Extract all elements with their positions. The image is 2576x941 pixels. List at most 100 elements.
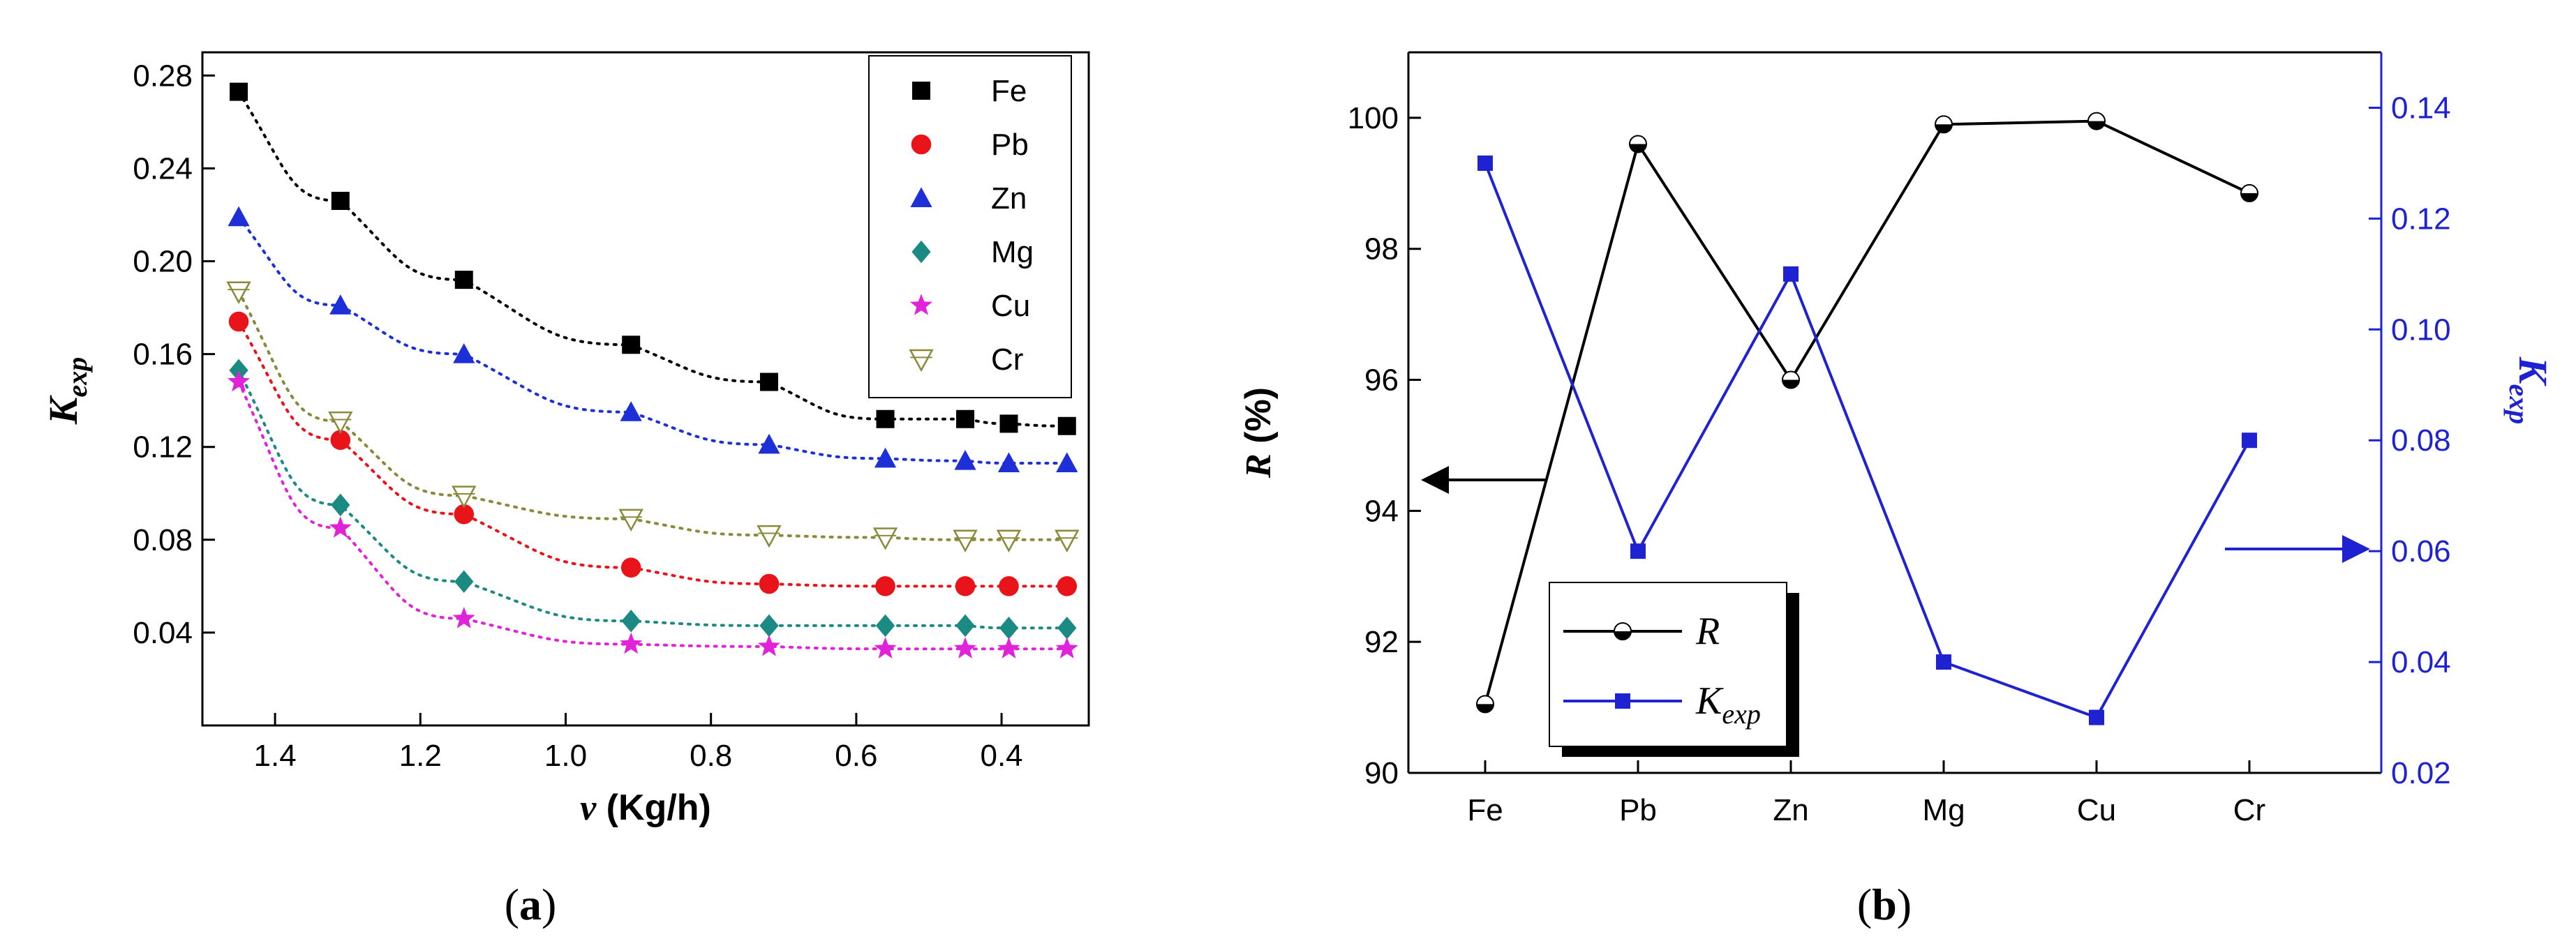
chart-a-point-fe (454, 271, 473, 289)
chart-b-legend-box (1549, 582, 1787, 747)
chart-b-markers (1476, 112, 2258, 725)
chart-a-point-pb (999, 576, 1019, 596)
chart-a-point-zn (329, 294, 352, 315)
chart-b-xtick-label: Zn (1773, 793, 1808, 827)
chart-b-caption-letter: b (1872, 880, 1897, 929)
chart-a-point-cu (452, 607, 475, 628)
chart-b-legend-label-r: R (1695, 610, 1720, 653)
chart-b-xtick-label: Cr (2233, 793, 2265, 827)
chart-a-caption-letter: a (519, 880, 542, 929)
chart-a-point-zn (954, 450, 976, 470)
chart-a-legend-marker-mg (911, 240, 931, 264)
chart-b-ytick-left-label: 100 (1348, 101, 1399, 135)
chart-a-plot-frame (201, 51, 1090, 727)
chart-a-point-zn (874, 447, 897, 468)
chart-b-point-kexp (1783, 266, 1799, 282)
chart-b-ytick-left-label: 92 (1364, 625, 1399, 659)
chart-a-point-pb (875, 576, 895, 596)
chart-a-point-cr (872, 527, 898, 550)
chart-a-point-pb (330, 430, 351, 451)
chart-a-ylabel: Kexp (40, 357, 93, 425)
chart-a-point-cr (226, 281, 251, 304)
chart-a-point-mg (454, 570, 474, 593)
chart-a-fit-cr (237, 289, 1069, 541)
chart-b-caption-open: ( (1857, 880, 1872, 929)
chart-a-point-zn (228, 206, 250, 227)
chart-a-point-cr (452, 485, 477, 509)
chart-a-xtick-label: 1.4 (254, 739, 297, 773)
chart-b-legend-marker-r (1614, 622, 1632, 640)
chart-b-point-kexp (2089, 709, 2104, 725)
chart-b-ytick-right-label: 0.12 (2391, 202, 2451, 236)
chart-b-legend-label-kexp: Kexp (1695, 679, 1761, 730)
chart-a-point-mg (955, 614, 975, 638)
chart-a-point-zn (453, 342, 475, 363)
chart-a-point-cu (954, 637, 977, 658)
chart-b-point-kexp (1936, 654, 1951, 670)
chart-a-ytick-label: 0.28 (133, 59, 193, 93)
chart-a-fit-cu (237, 380, 1069, 651)
chart-b-ytick-left-label: 98 (1364, 232, 1399, 266)
chart-b-xtick-label: Pb (1619, 793, 1657, 827)
chart-a-xtick-label: 0.4 (980, 739, 1022, 773)
chart-a-legend-marker-fe (912, 82, 930, 100)
chart-b-ytick-right-label: 0.14 (2391, 91, 2451, 125)
chart-a-point-fe (956, 409, 975, 428)
chart-a-legend-label-pb: Pb (991, 128, 1029, 162)
chart-a-point-zn (997, 452, 1020, 472)
chart-a-axes: 0.04 0.08 0.12 0.16 0.20 0.24 0.28 1.4 1.2 1.0 0.8… (133, 59, 1022, 773)
chart-a-caption: (a) (505, 880, 557, 929)
chart-a-xlabel-unit: (Kg/h) (596, 788, 711, 828)
chart-a-xtick-label: 1.0 (544, 739, 587, 773)
chart-b-lines (1484, 119, 2251, 720)
chart-b-point-kexp (1630, 543, 1646, 559)
chart-a-ytick-label: 0.20 (133, 244, 193, 278)
chart-a-point-mg (331, 493, 350, 517)
chart-a-point-cr (996, 529, 1022, 553)
chart-a-legend-label-mg: Mg (991, 235, 1034, 269)
chart-a-point-fe (876, 409, 895, 428)
chart-a-ytick-label: 0.24 (133, 151, 193, 186)
chart-a-point-cr (953, 529, 978, 553)
chart-a-xlabel: v (Kg/h) (580, 788, 711, 828)
chart-a-ytick-label: 0.12 (133, 430, 193, 465)
chart-a-point-zn (758, 433, 780, 454)
chart-a-point-cr (328, 411, 353, 435)
chart-a-point-pb (454, 504, 475, 525)
chart-a-ylabel-main: K (40, 395, 86, 425)
chart-a-legend: Fe Pb Zn Mg Cu Cr (868, 55, 1072, 398)
chart-a-ytick-label: 0.04 (133, 616, 193, 650)
chart-a-point-cu (329, 516, 352, 538)
chart-a-point-cu (228, 370, 251, 392)
chart-a-xtick-label: 1.2 (399, 739, 442, 773)
chart-b-xtick-label: Fe (1467, 793, 1503, 827)
chart-a-ytick-label: 0.16 (133, 338, 193, 372)
chart-a-xtick-label: 0.8 (690, 739, 732, 773)
chart-b-point-kexp (2242, 432, 2257, 449)
chart-a-point-cr (757, 525, 782, 548)
chart-a-point-zn (620, 401, 642, 421)
chart-a-point-fe (1057, 416, 1076, 435)
chart-b-ytick-right-label: 0.06 (2391, 534, 2451, 569)
chart-a-legend-marker-zn (910, 187, 932, 207)
chart-b-ytick-right-label: 0.08 (2391, 423, 2451, 458)
chart-b-point-r (2240, 183, 2258, 202)
chart-b-ytick-left-label: 96 (1364, 363, 1399, 398)
chart-b-ylabel-right-sub: exp (2503, 384, 2535, 424)
chart-a-legend-marker-cr (909, 349, 934, 372)
chart-b-caption-close: ) (1897, 880, 1912, 929)
chart-b-xtick-label: Mg (1922, 793, 1965, 827)
chart-a-point-cu (1055, 637, 1078, 658)
chart-a-point-cu (757, 635, 780, 656)
chart-a-point-mg (1057, 616, 1077, 640)
chart-a-xlabel-symbol: v (580, 788, 597, 828)
chart-b-point-kexp (1477, 155, 1493, 171)
chart-a-point-mg (621, 610, 641, 633)
chart-b-line-kexp (1484, 163, 2251, 720)
chart-b-legend-marker-kexp (1615, 693, 1630, 709)
chart-a-xtick-label: 0.6 (835, 739, 877, 773)
chart-b-ytick-left-label: 90 (1364, 756, 1399, 790)
chart-a-legend-label-cr: Cr (991, 342, 1023, 377)
chart-a-point-pb (955, 576, 976, 596)
